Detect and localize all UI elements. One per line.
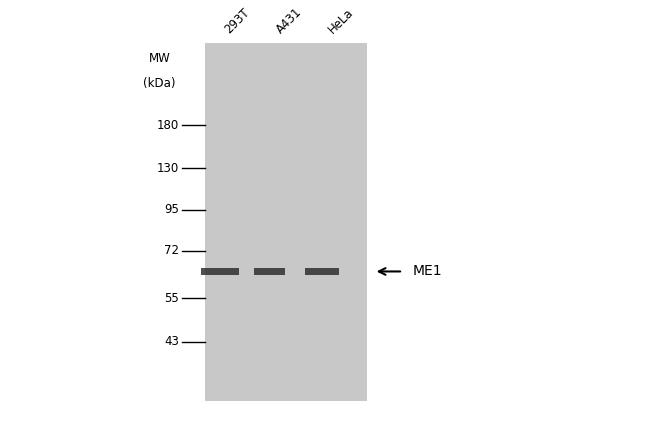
Bar <box>201 268 239 275</box>
Text: 72: 72 <box>164 244 179 257</box>
Text: 55: 55 <box>164 292 179 305</box>
Bar <box>305 268 339 275</box>
Text: 43: 43 <box>164 335 179 348</box>
Text: (kDa): (kDa) <box>143 77 176 90</box>
Text: 130: 130 <box>157 162 179 175</box>
Text: A431: A431 <box>274 5 304 36</box>
Bar <box>205 43 367 401</box>
Text: 293T: 293T <box>222 6 252 36</box>
Text: MW: MW <box>148 52 170 65</box>
Text: ME1: ME1 <box>413 265 443 279</box>
Text: 95: 95 <box>164 203 179 216</box>
Text: HeLa: HeLa <box>326 6 356 36</box>
Text: 180: 180 <box>157 119 179 132</box>
Bar <box>254 268 285 275</box>
